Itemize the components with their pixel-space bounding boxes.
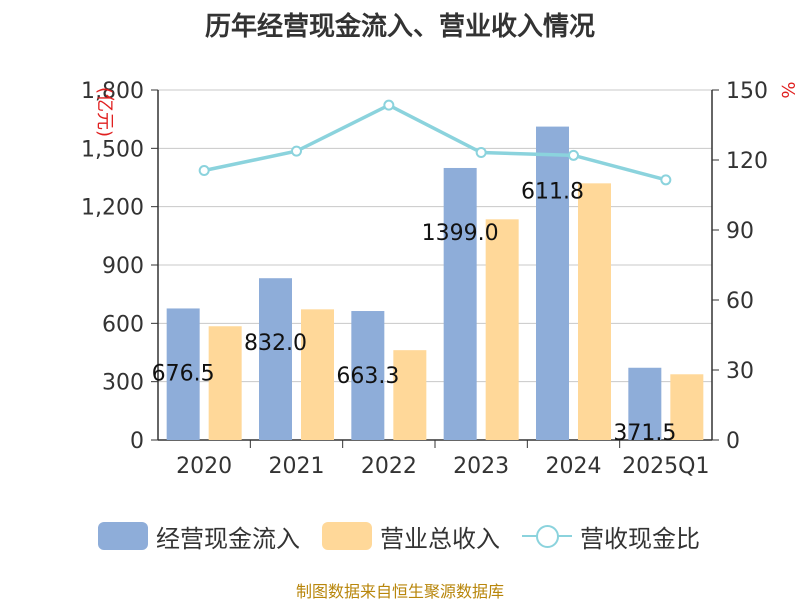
legend-label-ratio: 营收现金比 <box>580 524 700 553</box>
bar <box>166 308 200 440</box>
left-tick-label: 1,800 <box>81 79 144 104</box>
legend-label-cash-inflow: 经营现金流入 <box>156 524 300 553</box>
bar <box>536 126 569 440</box>
data-label: 676.5 <box>152 361 215 386</box>
right-tick-label: 120 <box>726 149 768 174</box>
data-label: 371.5 <box>613 421 676 446</box>
data-label: 663.3 <box>336 364 399 389</box>
bar <box>259 278 292 440</box>
left-tick-label: 1,500 <box>81 137 144 162</box>
right-tick-label: 60 <box>726 289 754 314</box>
bar <box>485 219 519 440</box>
ratio-point <box>475 147 487 159</box>
right-tick-label: 0 <box>726 429 740 454</box>
legend-item-ratio[interactable]: 营收现金比 <box>522 518 700 554</box>
right-tick-label: 30 <box>726 359 754 384</box>
left-tick-label: 1,200 <box>81 196 144 221</box>
bar <box>208 326 242 440</box>
left-tick-label: 600 <box>102 312 144 337</box>
left-unit-label: (亿元) <box>94 87 115 137</box>
ratio-line <box>203 103 667 182</box>
ratio-point <box>568 149 579 161</box>
right-unit-label: % <box>777 81 798 98</box>
legend-swatch-revenue <box>322 522 372 550</box>
bar <box>351 311 385 440</box>
bar <box>393 350 427 440</box>
bar <box>443 167 477 440</box>
bar <box>670 374 704 440</box>
x-tick-label: 2021 <box>269 454 325 479</box>
ratio-point <box>198 165 210 176</box>
data-source-note: 制图数据来自恒生聚源数据库 <box>295 582 504 601</box>
legend-swatch-cash-inflow <box>98 522 148 550</box>
ratio-point <box>660 174 672 186</box>
right-tick-label: 90 <box>726 219 754 244</box>
ratio-point <box>291 145 302 157</box>
legend-item-revenue[interactable]: 营业总收入 <box>322 518 500 554</box>
bar <box>578 183 611 441</box>
chart-title: 历年经营现金流入、营业收入情况 <box>204 12 595 42</box>
bar <box>301 309 334 440</box>
data-label: 832.0 <box>244 331 307 356</box>
data-label: 1399.0 <box>422 221 499 246</box>
bar <box>628 367 662 440</box>
right-tick-label: 150 <box>726 79 768 104</box>
left-tick-label: 0 <box>130 429 144 454</box>
legend: 经营现金流入 营业总收入 营收现金比 <box>0 518 800 554</box>
legend-line-marker-ratio <box>522 522 572 550</box>
data-label: 611.8 <box>521 180 584 205</box>
left-tick-label: 300 <box>102 371 144 396</box>
x-tick-label: 2023 <box>453 454 509 479</box>
x-tick-label: 2024 <box>546 454 602 479</box>
x-tick-label: 2025Q1 <box>622 454 709 479</box>
x-tick-label: 2020 <box>176 454 232 479</box>
left-tick-label: 900 <box>102 254 144 279</box>
legend-label-revenue: 营业总收入 <box>380 524 500 553</box>
legend-item-cash-inflow[interactable]: 经营现金流入 <box>98 518 300 554</box>
ratio-point <box>383 99 395 111</box>
x-tick-label: 2022 <box>361 454 417 479</box>
chart-area: 0 300 600 900 1,200 1,500 1,800 0 30 60 90 120 150 (亿… <box>81 79 798 479</box>
